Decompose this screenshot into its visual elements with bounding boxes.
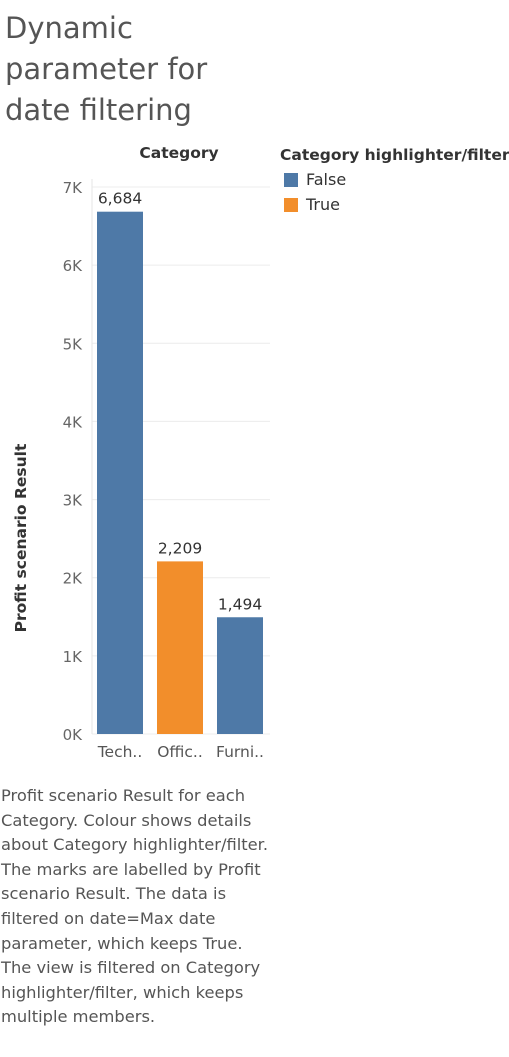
y-tick-label: 7K	[63, 179, 84, 197]
y-tick-label: 3K	[63, 492, 84, 510]
y-tick-label: 0K	[63, 726, 84, 744]
y-axis-ticks: 0K 1K 2K 3K 4K 5K 6K 7K	[63, 179, 84, 744]
x-tick-label: Furni..	[216, 743, 264, 761]
legend-label-false: False	[306, 170, 346, 189]
legend: Category highlighter/filter False True	[280, 146, 509, 217]
bars	[97, 212, 263, 734]
bar-value-label: 6,684	[98, 190, 142, 208]
legend-item-true[interactable]: True	[280, 192, 509, 217]
bar-value-label: 1,494	[218, 595, 262, 613]
y-axis-title: Profit scenario Result	[12, 443, 30, 632]
chart-title: Category	[139, 144, 218, 162]
bar-value-label: 2,209	[158, 539, 202, 557]
legend-title: Category highlighter/filter	[280, 146, 509, 164]
legend-swatch-false	[284, 173, 298, 187]
bar-1[interactable]	[97, 212, 143, 734]
bar-2[interactable]	[157, 561, 203, 734]
y-tick-label: 6K	[63, 257, 84, 275]
x-axis-ticks: Tech.. Offic.. Furni..	[97, 743, 264, 761]
y-tick-label: 2K	[63, 570, 84, 588]
bar-3[interactable]	[217, 617, 263, 734]
legend-item-false[interactable]: False	[280, 167, 509, 192]
legend-swatch-true	[284, 198, 298, 212]
chart-caption: Profit scenario Result for each Category…	[1, 784, 276, 1030]
page-title: Dynamic parameter for date filtering	[5, 8, 255, 131]
x-tick-label: Offic..	[157, 743, 203, 761]
bar-chart: 0K 1K 2K 3K 4K 5K 6K 7K 6,684 2,209 1,494 Tech.. O…	[0, 140, 280, 780]
x-tick-label: Tech..	[97, 743, 143, 761]
legend-label-true: True	[306, 195, 340, 214]
y-tick-label: 4K	[63, 413, 84, 431]
y-tick-label: 5K	[63, 335, 84, 353]
y-tick-label: 1K	[63, 648, 84, 666]
